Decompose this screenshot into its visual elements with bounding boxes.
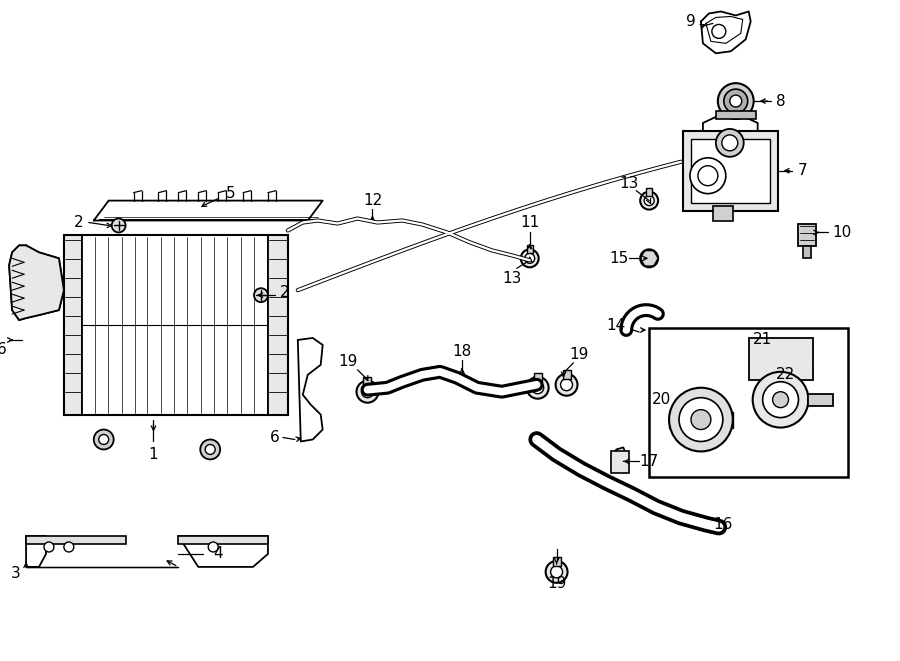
Circle shape — [44, 542, 54, 552]
Circle shape — [644, 196, 654, 206]
Bar — [64, 235, 82, 414]
Bar — [64, 235, 288, 414]
Circle shape — [561, 379, 572, 391]
Text: 14: 14 — [607, 317, 625, 332]
Text: 9: 9 — [686, 14, 696, 29]
Text: 5: 5 — [226, 186, 236, 201]
Circle shape — [555, 374, 578, 396]
Bar — [716, 111, 756, 119]
Text: 4: 4 — [213, 547, 223, 561]
Text: 13: 13 — [502, 271, 521, 286]
Circle shape — [362, 386, 374, 398]
Circle shape — [772, 392, 788, 408]
Circle shape — [669, 388, 733, 451]
Text: 22: 22 — [776, 368, 796, 382]
Bar — [82, 235, 268, 414]
Circle shape — [356, 381, 378, 403]
Text: 1: 1 — [148, 447, 158, 462]
Circle shape — [521, 249, 539, 267]
Bar — [611, 451, 629, 473]
Bar — [562, 369, 571, 379]
Text: 6: 6 — [0, 342, 7, 358]
Bar — [669, 412, 677, 428]
Bar — [683, 131, 778, 211]
Circle shape — [752, 371, 808, 428]
Text: 7: 7 — [797, 163, 807, 178]
Bar — [798, 225, 816, 247]
Circle shape — [99, 434, 109, 444]
Circle shape — [94, 430, 113, 449]
Bar — [178, 536, 268, 544]
Bar — [646, 188, 652, 196]
Circle shape — [112, 219, 126, 233]
Circle shape — [716, 129, 743, 157]
Text: 12: 12 — [363, 193, 382, 208]
Circle shape — [64, 542, 74, 552]
Bar — [724, 412, 733, 428]
Circle shape — [545, 561, 568, 583]
Circle shape — [551, 566, 562, 578]
Bar — [268, 235, 288, 414]
Circle shape — [679, 398, 723, 442]
Bar — [713, 206, 733, 221]
Text: 17: 17 — [640, 454, 659, 469]
Circle shape — [691, 410, 711, 430]
Text: 8: 8 — [776, 94, 786, 108]
Text: 2: 2 — [74, 215, 84, 230]
Bar — [808, 394, 833, 406]
Circle shape — [640, 192, 658, 210]
Bar — [534, 373, 542, 382]
Text: 16: 16 — [713, 517, 733, 531]
Circle shape — [698, 166, 718, 186]
Circle shape — [201, 440, 220, 459]
Circle shape — [532, 382, 544, 394]
Bar — [649, 328, 848, 477]
Text: 18: 18 — [453, 344, 472, 360]
Text: 19: 19 — [547, 576, 566, 592]
Circle shape — [730, 95, 742, 107]
Text: 13: 13 — [619, 176, 639, 191]
Text: 15: 15 — [609, 251, 629, 266]
Bar — [26, 536, 126, 544]
Text: 20: 20 — [652, 392, 670, 407]
Bar — [553, 557, 561, 566]
Bar — [64, 235, 288, 414]
Circle shape — [762, 382, 798, 418]
Text: 21: 21 — [753, 332, 772, 348]
Circle shape — [640, 249, 658, 267]
Polygon shape — [9, 245, 64, 320]
Text: 10: 10 — [832, 225, 852, 240]
Circle shape — [208, 542, 218, 552]
Circle shape — [722, 135, 738, 151]
Text: 3: 3 — [11, 566, 21, 582]
Text: 11: 11 — [520, 215, 539, 230]
Bar — [691, 139, 770, 202]
Circle shape — [690, 158, 725, 194]
Circle shape — [718, 83, 753, 119]
Circle shape — [724, 89, 748, 113]
Text: 2: 2 — [280, 285, 290, 299]
Text: 6: 6 — [270, 430, 280, 445]
Bar — [526, 245, 533, 253]
Circle shape — [526, 377, 549, 399]
Text: 19: 19 — [338, 354, 357, 369]
Bar — [804, 247, 812, 258]
Circle shape — [254, 288, 268, 302]
Circle shape — [712, 24, 725, 38]
Circle shape — [525, 253, 535, 263]
Bar — [364, 377, 372, 386]
Bar — [749, 338, 814, 380]
Circle shape — [205, 444, 215, 454]
Text: 19: 19 — [570, 348, 590, 362]
